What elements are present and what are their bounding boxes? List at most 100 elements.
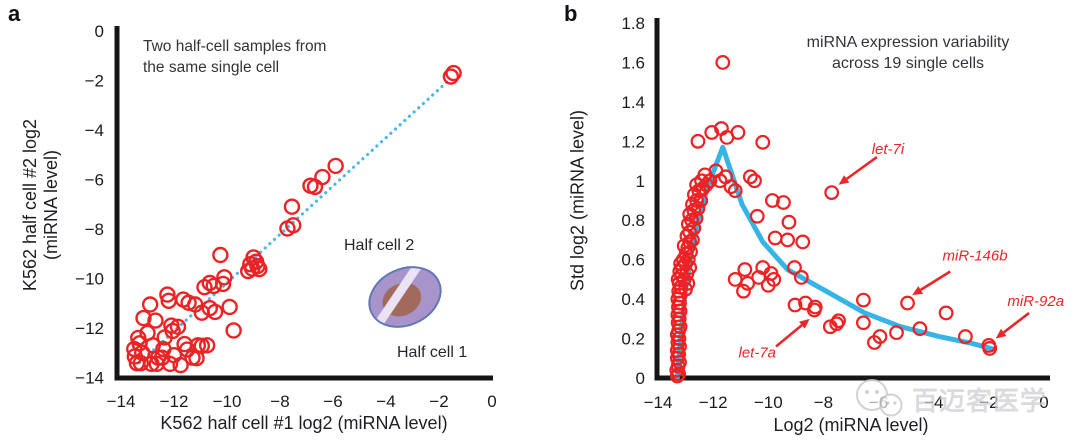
data-point (867, 335, 882, 350)
data-point (327, 157, 344, 175)
data-point (156, 329, 173, 346)
miR-146b-arrow (920, 270, 951, 291)
a-x-tick: −8 (270, 392, 289, 411)
inset-label-half-cell-2: Half cell 2 (344, 237, 415, 254)
data-point (139, 324, 156, 342)
inset-label-half-cell-1: Half cell 1 (397, 344, 468, 361)
data-point (221, 298, 238, 316)
let-7i-arrow (845, 156, 878, 180)
a-y-tick: 0 (95, 22, 104, 41)
a-x-tick: 0 (487, 392, 496, 411)
b-x-tick: −2 (979, 393, 998, 412)
watermark-text: 百迈客医学 (912, 385, 1048, 416)
data-point (958, 329, 973, 344)
b-y-tick: 0 (636, 369, 645, 388)
data-point (889, 325, 904, 341)
b-x-tick: 0 (1039, 393, 1048, 412)
a-x-tick: −12 (160, 392, 189, 411)
annotation-label-let-7i: let-7i (872, 141, 905, 158)
a-x-tick: −6 (323, 392, 342, 411)
b-x-tick: −12 (699, 393, 728, 412)
annotation-label-miR-92a: miR-92a (1007, 293, 1064, 310)
data-point (751, 270, 767, 285)
a-x-tick: −14 (107, 392, 136, 411)
data-point (680, 275, 696, 291)
b-y-tick: 1.4 (621, 93, 645, 112)
b-x-tick: −10 (754, 393, 783, 412)
data-point (767, 230, 783, 246)
panel-b-title: miRNA expression variability across 19 s… (756, 32, 1060, 74)
data-point (442, 68, 460, 85)
data-point (180, 294, 197, 311)
data-point (749, 208, 765, 224)
identity-dotted-line (137, 80, 449, 365)
panel-a-y-axis-label-line1: K562 half cell #2 log2 (20, 118, 40, 292)
data-point (912, 321, 928, 337)
miR-92a-arrowhead (995, 328, 1007, 339)
data-point (780, 232, 795, 248)
data-point (143, 355, 160, 373)
data-point (755, 134, 771, 150)
data-point (730, 125, 746, 140)
a-y-tick: −14 (75, 369, 104, 388)
data-point (141, 296, 159, 313)
panel-a-annotation-line1: Two half-cell samples from (143, 38, 327, 55)
data-point (161, 355, 179, 373)
panel-a-letter: a (8, 1, 21, 26)
data-point (787, 260, 802, 275)
panel-b-y-axis-label: Std log2 (miRNA level) (567, 109, 588, 292)
data-point (172, 356, 189, 374)
data-point (787, 297, 803, 313)
b-y-tick: 1.8 (621, 14, 645, 33)
data-point (179, 341, 196, 358)
b-x-tick: −8 (814, 393, 833, 412)
b-y-tick: 0.6 (621, 251, 645, 270)
b-x-tick: −4 (924, 393, 943, 412)
data-point (900, 295, 915, 311)
data-point (682, 260, 698, 275)
data-point (856, 292, 871, 308)
data-point (283, 198, 301, 215)
miR-146b-arrowhead (912, 286, 924, 296)
data-point (766, 271, 782, 287)
let-7a-arrowhead (799, 318, 810, 329)
data-point (306, 178, 324, 196)
data-point (155, 340, 172, 358)
data-point (736, 283, 751, 299)
data-point (135, 309, 152, 327)
data-point (198, 337, 216, 354)
data-point (806, 302, 822, 318)
data-point (747, 173, 762, 189)
panel-a-annotation-line2: the same single cell (143, 59, 280, 76)
a-x-tick: −4 (376, 392, 395, 411)
data-point (214, 275, 232, 293)
miR-92a-arrow (1002, 311, 1030, 334)
b-y-tick: 0.8 (621, 211, 645, 230)
panel-b-title-line1: miRNA expression variability (806, 34, 1010, 51)
data-point (856, 315, 871, 331)
data-point (737, 262, 753, 277)
a-y-tick: −10 (75, 270, 104, 289)
b-y-tick: 1.2 (621, 132, 645, 151)
data-point (723, 179, 739, 195)
data-point (765, 193, 780, 208)
data-point (133, 344, 151, 361)
a-x-tick: −2 (429, 392, 448, 411)
data-point (685, 197, 700, 212)
data-point (740, 275, 756, 291)
panel-b-title-line2: across 19 single cells (831, 55, 985, 72)
data-point (982, 341, 998, 356)
a-y-tick: −6 (85, 171, 104, 190)
data-point (239, 262, 257, 280)
let-7a-arrow (775, 324, 803, 348)
data-point (159, 286, 176, 303)
data-point (793, 270, 809, 285)
panel-a-y-axis-label-line2: (miRNA level) (41, 150, 61, 261)
data-point (225, 322, 242, 339)
data-point (824, 185, 840, 201)
data-point (704, 125, 720, 140)
panel-a-x-axis-label: K562 half cell #1 log2 (miRNA level) (160, 413, 448, 433)
